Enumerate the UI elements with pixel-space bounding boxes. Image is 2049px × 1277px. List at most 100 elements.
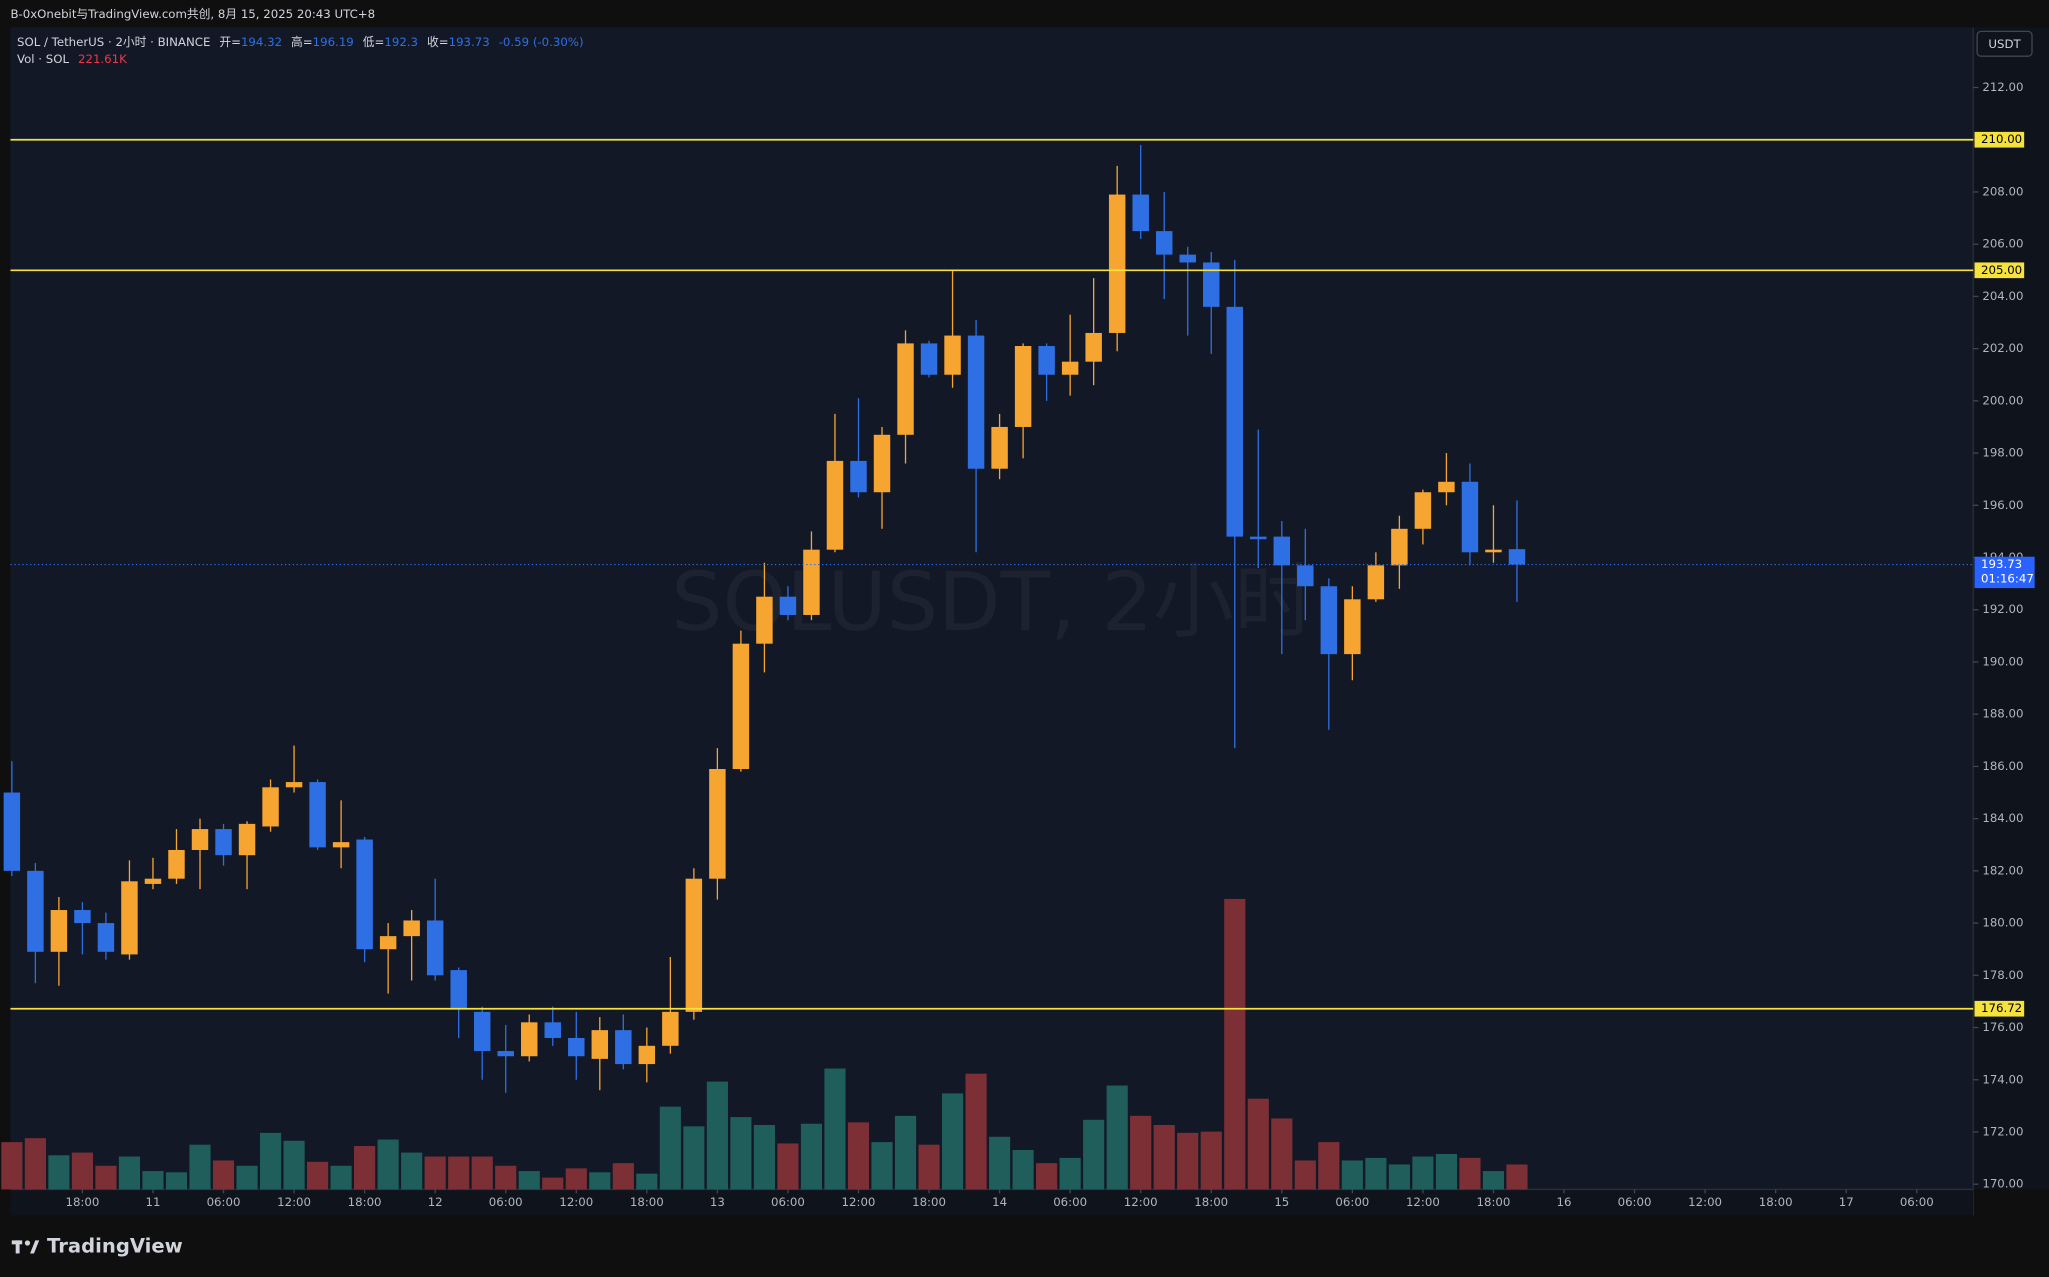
level-label-box [1974,131,2025,148]
y-tick-label: 188.00 [1982,707,2023,721]
candle-body [1391,528,1408,566]
y-tick-label: 184.00 [1982,811,2023,825]
x-tick-label: 06:00 [1900,1195,1934,1209]
y-tick-label: 212.00 [1982,80,2023,94]
volume-bar [142,1171,164,1190]
candle-body [356,839,373,950]
volume-bar [636,1173,658,1190]
candle-body [1061,361,1079,375]
symbol: SOL / TetherUS · 2小时 · BINANCE [17,34,210,48]
candle-body [1508,549,1526,565]
candle-body [685,878,703,1012]
volume-bar [612,1163,634,1190]
y-tick-label: 204.00 [1982,289,2023,303]
y-tick-label: 186.00 [1982,759,2023,773]
volume-bar [1388,1164,1410,1190]
volume-bar [1435,1153,1458,1190]
candle-body [1297,565,1314,587]
candle-body [873,434,891,493]
currency-label: USDT [1988,37,2021,51]
x-tick-label: 12:00 [559,1195,593,1209]
volume-bar [1247,1098,1269,1190]
candle-body [732,643,750,770]
top-bar: B-0xOnebit与TradingView.com共创, 8月 15, 202… [10,7,375,21]
candle-body [285,782,303,788]
volume-bar [495,1165,517,1190]
y-tick-label: 180.00 [1982,916,2023,930]
candle-body [1273,536,1291,566]
volume-bar [1271,1118,1293,1190]
candle-body [332,842,350,848]
x-tick-label: 06:00 [1053,1195,1087,1209]
volume-bar [1083,1119,1105,1190]
volume-bar [1177,1132,1199,1190]
y-tick-label: 202.00 [1982,341,2023,355]
candle-body [1085,332,1102,362]
volume-bar [1224,898,1246,1190]
volume-bar [189,1144,211,1190]
level-label: 205.00 [1981,263,2022,277]
candle-body [1108,194,1126,333]
candle-body [238,823,256,856]
volume-bar [24,1138,46,1190]
candle-body [403,920,420,937]
ohlc-label: 高= [291,34,313,48]
candle-body [215,829,232,856]
volume-bar [989,1136,1011,1190]
candle-body [1179,254,1196,263]
watermark: SOLUSDT, 2小时 [671,556,1315,650]
price-label-box [1974,556,2035,589]
x-tick-label: 18:00 [348,1195,382,1209]
candle-body [1367,565,1385,600]
x-tick-label: 17 [1839,1195,1854,1209]
x-tick-label: 12:00 [277,1195,311,1209]
x-tick-label: 11 [145,1195,160,1209]
candle-body [638,1045,656,1065]
x-tick-label: 18:00 [912,1195,946,1209]
y-tick-label: 206.00 [1982,237,2023,251]
candle-body [97,923,115,952]
y-tick-label: 172.00 [1982,1124,2023,1138]
ohlc-label: 开= [219,34,241,48]
candle-body [3,792,21,871]
candle-body [521,1022,538,1057]
candle-body [779,596,797,615]
brand-logo [11,1240,40,1254]
volume-bar [354,1146,376,1190]
level-label-box [1974,1000,2025,1017]
candle-body [473,1011,491,1052]
currency-button[interactable] [1976,30,2033,57]
candle-body [1226,306,1243,537]
candle-body [967,335,985,469]
volume-bar [448,1156,470,1190]
volume-value: 221.61K [78,51,127,65]
volume-bar [1318,1142,1340,1190]
y-tick-label: 176.00 [1982,1020,2023,1034]
candle-body [615,1030,632,1065]
candle-body [74,910,91,924]
candle-body [1038,346,1055,375]
y-tick-label: 178.00 [1982,968,2023,982]
volume-bar [259,1132,282,1190]
candle-body [1414,492,1432,529]
volume-bar [165,1172,188,1190]
volume-bar [565,1168,587,1190]
volume-bar [95,1165,117,1190]
volume-bar [1341,1160,1363,1190]
y-tick-label: 208.00 [1982,184,2023,198]
legend-header: SOL / TetherUS · 2小时 · BINANCE 开=194.32 … [17,34,584,48]
y-tick-label: 192.00 [1982,602,2023,616]
volume-bar [589,1172,611,1190]
candle-body [826,460,844,550]
marks: 170.00 172.00 174.00 176.00 178.00 180.00 182.… [1,80,2023,1209]
volume-bar [283,1140,305,1190]
volume-bar [71,1152,93,1190]
candle-body [121,881,138,955]
volume-bar [1412,1156,1434,1190]
volume-bar [730,1117,752,1190]
ohlc-value: 192.3 [384,34,418,48]
volume-bar [1506,1164,1528,1190]
x-tick-label: 12:00 [1688,1195,1722,1209]
candle-body [1485,549,1502,553]
